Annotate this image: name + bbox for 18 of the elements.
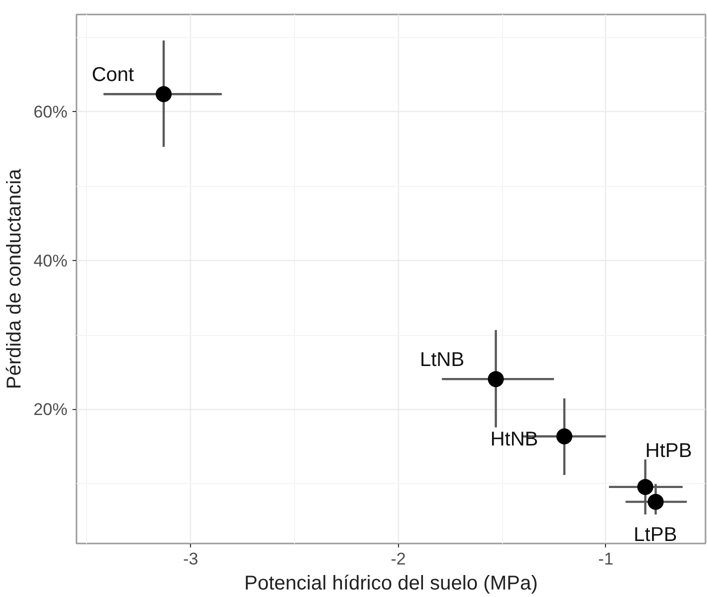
annotation: LtNB: [420, 349, 464, 372]
annotation: Cont: [92, 64, 134, 86]
x-tick-label: -3: [183, 550, 198, 568]
annotation: HtPB: [645, 440, 692, 462]
x-tick-label: -1: [598, 550, 614, 568]
annotation: HtNB: [490, 428, 538, 450]
y-tick-label: 60%: [33, 102, 68, 122]
point: [556, 428, 572, 444]
point: [648, 494, 664, 510]
x-tick-label: -2: [390, 550, 406, 568]
point: [488, 371, 504, 388]
point: [156, 86, 172, 102]
point: [637, 478, 654, 495]
y-tick-label: 20%: [33, 400, 68, 420]
y-tick-label: 40%: [33, 251, 68, 270]
annotation: LtPB: [634, 524, 678, 546]
x-axis-title: Potencial hídrico del suelo (MPa): [244, 572, 538, 594]
y-axis-title: Pérdida de conductancia: [3, 168, 26, 390]
